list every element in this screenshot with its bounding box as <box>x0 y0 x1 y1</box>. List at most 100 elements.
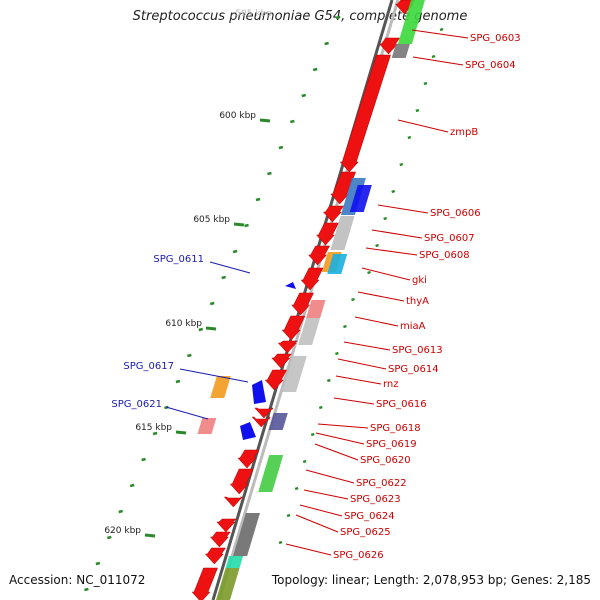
gene-spg0603 <box>378 37 401 55</box>
tick-mark <box>324 41 329 46</box>
gene-connector <box>357 291 405 302</box>
gene-connector <box>317 423 369 429</box>
gene-label-thya: thyA <box>406 296 429 307</box>
tick-mark <box>84 587 89 592</box>
feature-green-2 <box>258 455 284 492</box>
tick-mark <box>335 15 341 20</box>
gene-spg0619 <box>251 416 271 428</box>
feature-pink-left <box>197 418 217 434</box>
tick-mark <box>141 457 146 462</box>
feature-slate <box>268 413 288 430</box>
gene-thya <box>300 267 324 291</box>
tick-mark <box>312 67 318 72</box>
tick-mark <box>431 54 436 59</box>
kbp-label: 615 kbp <box>135 423 172 433</box>
gene-connector <box>365 247 418 256</box>
gene-spg0626 <box>204 547 226 565</box>
feature-orange-left <box>210 376 231 398</box>
tick-mark <box>423 81 428 86</box>
tick-mark <box>343 324 347 329</box>
gene-label-spg0625: SPG_0625 <box>340 527 391 538</box>
gene-label-miaa: miaA <box>400 321 426 332</box>
gene-connector <box>371 229 423 239</box>
tick-mark <box>351 297 355 302</box>
gene-label-rnz: rnz <box>383 379 399 390</box>
gene-spg0621 <box>240 422 256 440</box>
gene-label-spg0607: SPG_0607 <box>424 233 475 244</box>
tick-mark <box>399 162 404 167</box>
gene-rnz <box>271 353 292 369</box>
gene-label-spg0626: SPG_0626 <box>333 550 384 561</box>
tick-mark <box>209 301 215 306</box>
gene-label-spg0603: SPG_0603 <box>470 33 521 44</box>
gene-spg0622 <box>229 468 254 495</box>
gene-spg0618 <box>254 407 274 419</box>
tick-mark <box>118 509 124 514</box>
tick-mark <box>187 353 192 358</box>
map-title: Streptococcus pneumoniae G54, complete g… <box>132 9 468 24</box>
tick-mark <box>375 243 380 248</box>
tick-mark <box>334 351 339 356</box>
gene-spg0625 <box>209 531 231 548</box>
tick-mark <box>221 275 226 280</box>
gene-connector <box>377 204 429 214</box>
kbp-tick <box>233 222 245 227</box>
tick-mark <box>255 197 261 202</box>
feature-grey-2 <box>298 318 321 345</box>
kbp-label: 620 kbp <box>104 526 141 536</box>
gene-spg0617 <box>252 380 266 404</box>
gene-connector <box>354 316 399 327</box>
gene-connector <box>299 504 343 517</box>
gene-gki <box>307 245 331 266</box>
gene-label-spg0624: SPG_0624 <box>344 511 395 522</box>
tick-mark <box>407 135 412 140</box>
tick-mark <box>95 561 101 566</box>
tick-mark <box>367 270 371 275</box>
tick-marks <box>84 15 444 592</box>
topology-label: Topology: linear; Length: 2,078,953 bp; … <box>271 573 591 587</box>
gene-connector <box>295 514 339 533</box>
gene-label-spg0616: SPG_0616 <box>376 399 427 410</box>
feature-green <box>397 0 425 44</box>
tick-mark <box>232 249 238 254</box>
tick-mark <box>439 27 444 32</box>
gene-connector <box>333 397 375 405</box>
tick-mark <box>244 223 249 228</box>
tick-mark <box>286 513 291 518</box>
feature-olive <box>216 568 240 600</box>
gene-label-spg0617: SPG_0617 <box>123 361 174 372</box>
feature-light-grey <box>330 216 355 250</box>
feature-pink <box>306 300 326 318</box>
kbp-label: 605 kbp <box>193 215 230 225</box>
gene-connector <box>412 56 464 66</box>
feature-teal <box>225 556 244 568</box>
accession-label: Accession: NC_011072 <box>9 573 146 587</box>
gene-label-zmpb: zmpB <box>450 127 478 138</box>
tick-mark <box>415 108 420 113</box>
tick-mark <box>294 486 299 491</box>
gene-label-spg0623: SPG_0623 <box>350 494 401 505</box>
gene-spg0613 <box>281 315 306 341</box>
gene-connector <box>314 443 359 461</box>
tick-mark <box>391 189 396 194</box>
gene-label-spg0622: SPG_0622 <box>356 478 407 489</box>
gene-connector-left <box>179 368 249 383</box>
gene-label-spg0620: SPG_0620 <box>360 455 411 466</box>
gene-connector <box>397 119 449 133</box>
gene-label-spg0621: SPG_0621 <box>111 399 162 410</box>
tick-mark <box>290 119 295 124</box>
kbp-tick <box>205 326 217 331</box>
gene-spg0627 <box>191 567 218 600</box>
gene-connector-left <box>209 261 251 274</box>
gene-connector <box>303 489 349 500</box>
tick-mark <box>106 535 112 540</box>
tick-mark <box>318 405 323 410</box>
gene-spg0624 <box>216 518 237 533</box>
tick-mark <box>326 378 331 383</box>
gene-spg0614 <box>277 340 299 354</box>
feature-grey <box>391 44 410 58</box>
gene-spg0608 <box>315 222 339 246</box>
gene-connector <box>337 358 387 370</box>
